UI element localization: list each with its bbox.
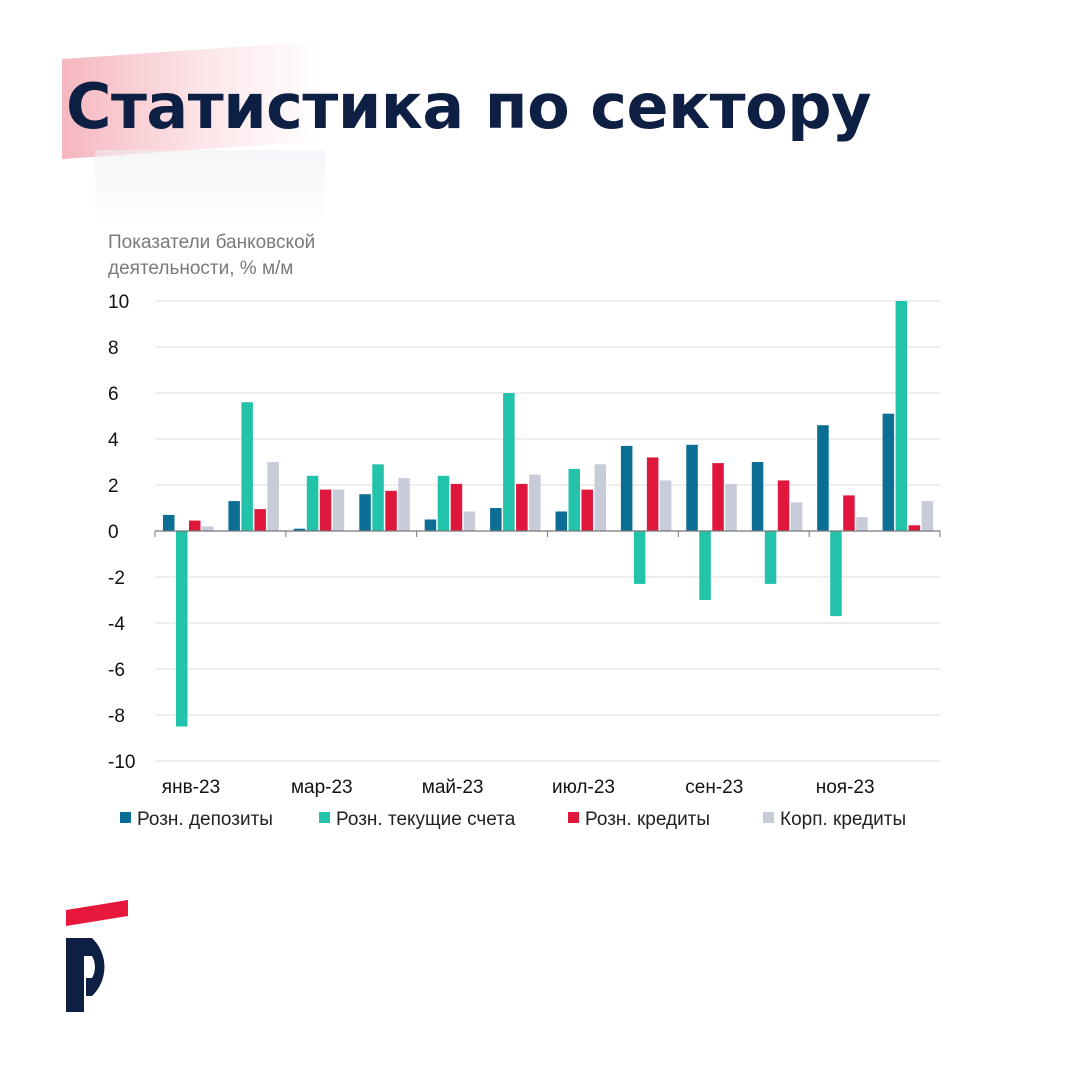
bar	[450, 483, 463, 531]
bar	[633, 531, 646, 584]
x-tick-label: мар-23	[291, 777, 353, 798]
bar	[686, 444, 698, 532]
y-tick-label: -4	[108, 614, 125, 635]
legend-label: Розн. текущие счета	[336, 809, 516, 830]
bar	[398, 478, 410, 531]
y-tick-label: -8	[108, 706, 125, 727]
y-tick-label: 10	[108, 292, 129, 313]
chart-axis: янв-23 мар-23 май-23 июл-23 сен-23 ноя-23	[154, 530, 941, 798]
x-tick-label: ноя-23	[816, 777, 875, 798]
bar	[764, 531, 777, 584]
legend-label: Корп. кредиты	[780, 809, 906, 830]
legend-swatch	[319, 812, 330, 823]
chart-y-label: Показатели банковской деятельности, % м/…	[108, 232, 316, 279]
bar	[241, 402, 253, 531]
x-tick-label: сен-23	[685, 777, 743, 798]
bar	[424, 519, 437, 531]
bar	[555, 511, 567, 531]
bar	[594, 464, 606, 531]
x-tick-label: май-23	[422, 777, 484, 798]
bar	[790, 502, 803, 532]
bar	[189, 520, 201, 531]
bar	[777, 480, 790, 531]
x-tick-label: июл-23	[552, 777, 615, 798]
bar	[646, 457, 659, 531]
chart-bars	[163, 301, 934, 727]
legend-swatch	[120, 812, 131, 823]
y-tick-label: -2	[108, 568, 125, 589]
page-title: Статистика по сектору	[66, 70, 872, 143]
y-tick-label: 4	[108, 430, 119, 451]
bar	[817, 425, 829, 531]
bar	[437, 475, 450, 531]
bar	[254, 509, 266, 531]
chart-legend: Розн. депозиты Розн. текущие счета Розн. к…	[120, 809, 906, 830]
bar	[882, 413, 895, 531]
bar	[895, 301, 908, 531]
chart-grid: 10 8 6 4 2 0 -2 -4 -6 -8 -10	[108, 292, 940, 773]
bar	[163, 514, 175, 531]
bar	[319, 489, 332, 531]
logo-p-icon	[66, 900, 128, 1012]
bar	[490, 508, 502, 531]
y-tick-label: 6	[108, 384, 119, 405]
title-fade	[95, 150, 325, 225]
bar	[267, 462, 279, 531]
bar	[843, 495, 855, 531]
bar	[699, 531, 711, 600]
bar	[856, 517, 868, 531]
bar	[385, 490, 397, 532]
y-tick-label: -10	[108, 752, 135, 773]
legend-label: Розн. кредиты	[585, 809, 710, 830]
bar	[620, 445, 633, 531]
bar	[332, 489, 345, 531]
bar	[293, 528, 306, 531]
bar	[908, 525, 921, 532]
bar	[751, 462, 764, 531]
bar	[359, 494, 371, 531]
y-tick-label: 2	[108, 476, 119, 497]
bar	[712, 463, 724, 531]
bar	[659, 480, 672, 531]
y-tick-label: 0	[108, 522, 119, 543]
bar	[176, 531, 188, 727]
y-tick-label: -6	[108, 660, 125, 681]
legend-swatch	[568, 812, 579, 823]
bar	[516, 483, 528, 531]
legend-label: Розн. депозиты	[137, 809, 273, 830]
bar	[529, 474, 541, 531]
bar	[372, 464, 384, 531]
bar	[228, 501, 240, 531]
bar	[306, 475, 319, 531]
x-tick-label: янв-23	[162, 777, 220, 798]
bar	[581, 489, 593, 531]
bar	[463, 511, 476, 531]
bar	[830, 531, 842, 617]
bar	[202, 526, 214, 531]
bar	[503, 393, 515, 531]
bar	[568, 468, 580, 531]
legend-swatch	[763, 812, 774, 823]
bar	[921, 501, 934, 531]
y-tick-label: 8	[108, 338, 119, 359]
bar	[725, 483, 737, 531]
